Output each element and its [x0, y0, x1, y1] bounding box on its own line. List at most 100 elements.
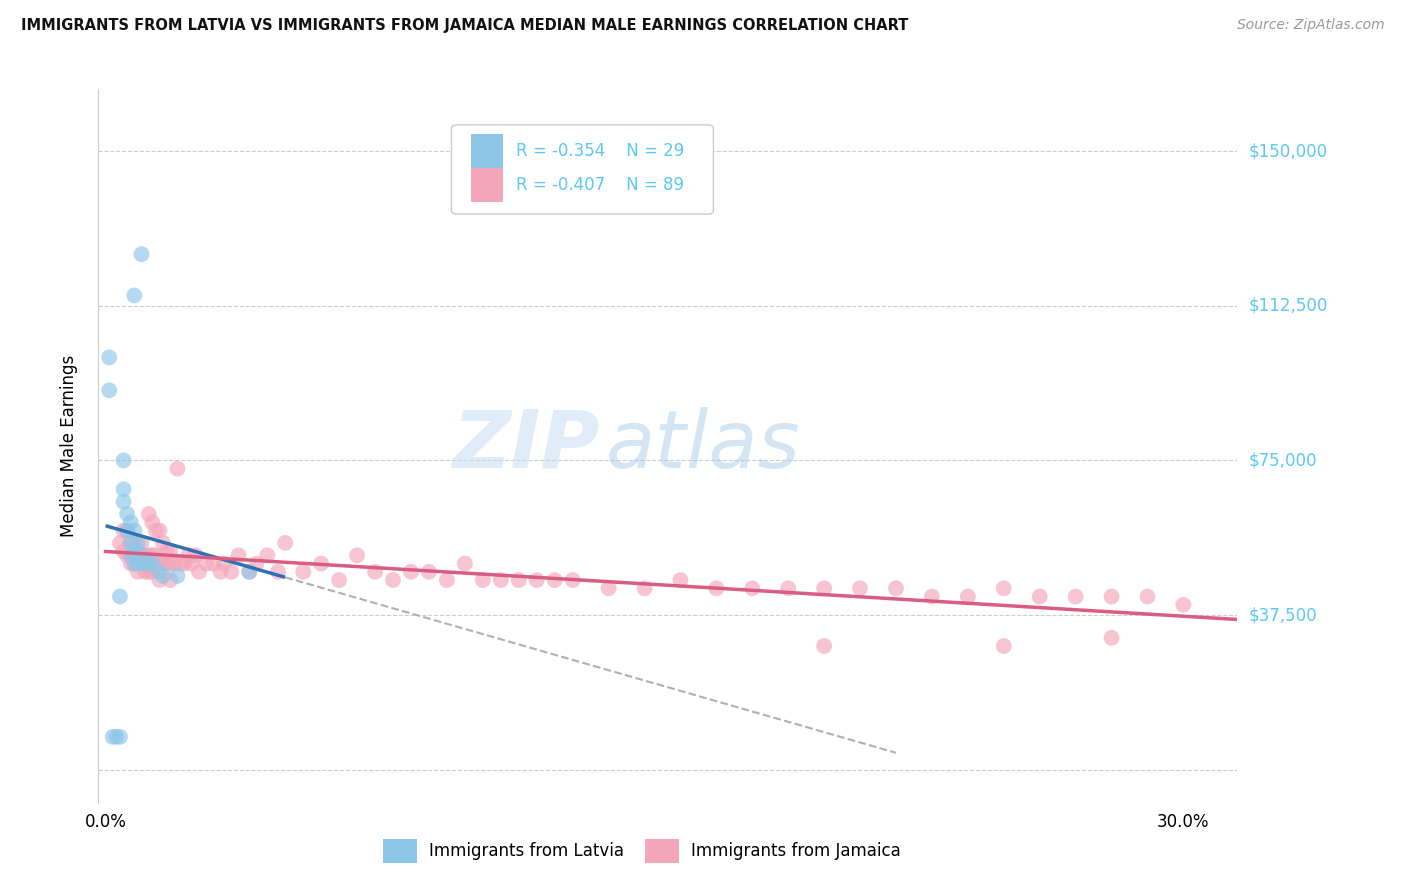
Point	[131, 549, 153, 563]
Point	[148, 557, 170, 571]
Point	[309, 557, 332, 571]
Point	[156, 544, 179, 558]
Point	[141, 549, 163, 563]
Text: $150,000: $150,000	[1249, 142, 1327, 160]
FancyBboxPatch shape	[645, 839, 679, 863]
Point	[145, 549, 167, 563]
Point	[188, 565, 211, 579]
Point	[152, 569, 174, 583]
Point	[148, 573, 170, 587]
Point	[598, 582, 620, 596]
Point	[884, 582, 907, 596]
Point	[669, 573, 692, 587]
Point	[238, 565, 260, 579]
FancyBboxPatch shape	[471, 134, 503, 169]
Text: R = -0.407    N = 89: R = -0.407 N = 89	[516, 176, 685, 194]
Point	[813, 639, 835, 653]
Point	[561, 573, 583, 587]
Point	[148, 565, 170, 579]
Point	[108, 730, 131, 744]
Point	[993, 639, 1015, 653]
Text: R = -0.354    N = 29: R = -0.354 N = 29	[516, 143, 685, 161]
Point	[741, 582, 763, 596]
Point	[108, 536, 131, 550]
Point	[131, 247, 153, 261]
Point	[256, 549, 278, 563]
Point	[134, 565, 156, 579]
Point	[112, 494, 135, 508]
Point	[152, 557, 174, 571]
Point	[170, 557, 193, 571]
Point	[163, 557, 186, 571]
Point	[138, 549, 160, 563]
Point	[112, 453, 135, 467]
Point	[159, 557, 181, 571]
Point	[921, 590, 943, 604]
Point	[120, 536, 142, 550]
Point	[177, 549, 200, 563]
Point	[124, 524, 146, 538]
Text: Source: ZipAtlas.com: Source: ZipAtlas.com	[1237, 18, 1385, 32]
Point	[120, 516, 142, 530]
Point	[138, 557, 160, 571]
Point	[228, 549, 250, 563]
Text: Immigrants from Latvia: Immigrants from Latvia	[429, 842, 624, 860]
Point	[956, 590, 979, 604]
Text: atlas: atlas	[605, 407, 800, 485]
Point	[127, 544, 149, 558]
Point	[202, 557, 225, 571]
Point	[526, 573, 548, 587]
Point	[813, 582, 835, 596]
Point	[849, 582, 872, 596]
Point	[195, 557, 218, 571]
Point	[115, 549, 138, 563]
Point	[1173, 598, 1195, 612]
Point	[274, 536, 297, 550]
Point	[328, 573, 350, 587]
Point	[120, 557, 142, 571]
Point	[292, 565, 315, 579]
Text: $75,000: $75,000	[1249, 451, 1317, 469]
Point	[112, 483, 135, 497]
Point	[399, 565, 422, 579]
Point	[138, 565, 160, 579]
Point	[105, 730, 128, 744]
Point	[209, 565, 232, 579]
Text: ZIP: ZIP	[453, 407, 599, 485]
Point	[1028, 590, 1050, 604]
Point	[124, 557, 146, 571]
Point	[778, 582, 800, 596]
Y-axis label: Median Male Earnings: Median Male Earnings	[59, 355, 77, 537]
Point	[633, 582, 655, 596]
Point	[124, 557, 146, 571]
Point	[112, 544, 135, 558]
Point	[704, 582, 727, 596]
Point	[180, 557, 202, 571]
Point	[101, 730, 124, 744]
Point	[141, 516, 163, 530]
Text: IMMIGRANTS FROM LATVIA VS IMMIGRANTS FROM JAMAICA MEDIAN MALE EARNINGS CORRELATI: IMMIGRANTS FROM LATVIA VS IMMIGRANTS FRO…	[21, 18, 908, 33]
Point	[544, 573, 567, 587]
Point	[159, 573, 181, 587]
Point	[112, 524, 135, 538]
Point	[267, 565, 290, 579]
Point	[436, 573, 458, 587]
Point	[159, 544, 181, 558]
FancyBboxPatch shape	[382, 839, 418, 863]
Point	[1064, 590, 1087, 604]
Point	[148, 524, 170, 538]
Point	[124, 544, 146, 558]
Point	[127, 536, 149, 550]
Point	[120, 549, 142, 563]
Point	[1101, 590, 1123, 604]
Text: Immigrants from Jamaica: Immigrants from Jamaica	[690, 842, 900, 860]
Point	[418, 565, 440, 579]
Point	[145, 524, 167, 538]
Point	[124, 536, 146, 550]
Point	[1136, 590, 1159, 604]
Point	[508, 573, 530, 587]
Point	[115, 524, 138, 538]
Point	[124, 288, 146, 302]
Point	[166, 569, 188, 583]
Point	[346, 549, 368, 563]
